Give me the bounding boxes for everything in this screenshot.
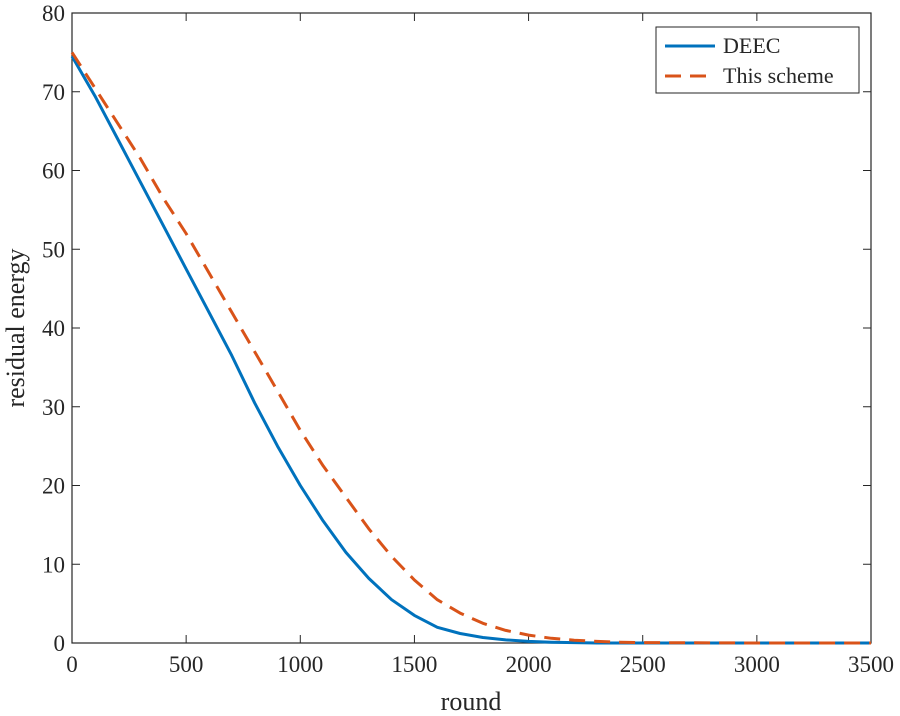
y-tick-label: 10 [42,552,65,577]
axis-ticks: 0 500 1000 1500 2000 2500 3000 3500 0 10 20 30 40 50 6… [42,1,894,677]
x-tick-label: 500 [169,652,204,677]
y-tick-label: 60 [42,159,65,184]
legend-box [655,26,860,94]
series-line-this-scheme [70,51,871,645]
x-tick-label: 1500 [391,652,437,677]
y-tick-label: 20 [42,474,65,499]
legend: DEEC This scheme [655,26,860,94]
x-tick-label: 3500 [848,652,894,677]
y-tick-label: 80 [42,1,65,26]
y-tick-label: 50 [42,237,65,262]
x-axis-title: round [441,687,502,716]
plot-area [71,12,872,644]
x-tick-label: 1000 [277,652,323,677]
y-tick-label: 40 [42,316,65,341]
x-tick-label: 0 [66,652,78,677]
y-axis-title: residual energy [1,248,30,407]
legend-label-this-scheme: This scheme [723,63,834,88]
y-tick-label: 30 [42,395,65,420]
y-tick-label: 70 [42,80,65,105]
x-tick-label: 3000 [734,652,780,677]
legend-label-deec: DEEC [723,33,780,58]
series-layer [70,51,871,645]
y-tick-label: 0 [54,631,66,656]
x-tick-label: 2500 [620,652,666,677]
series-line-deec [70,55,871,645]
x-tick-label: 2000 [506,652,552,677]
